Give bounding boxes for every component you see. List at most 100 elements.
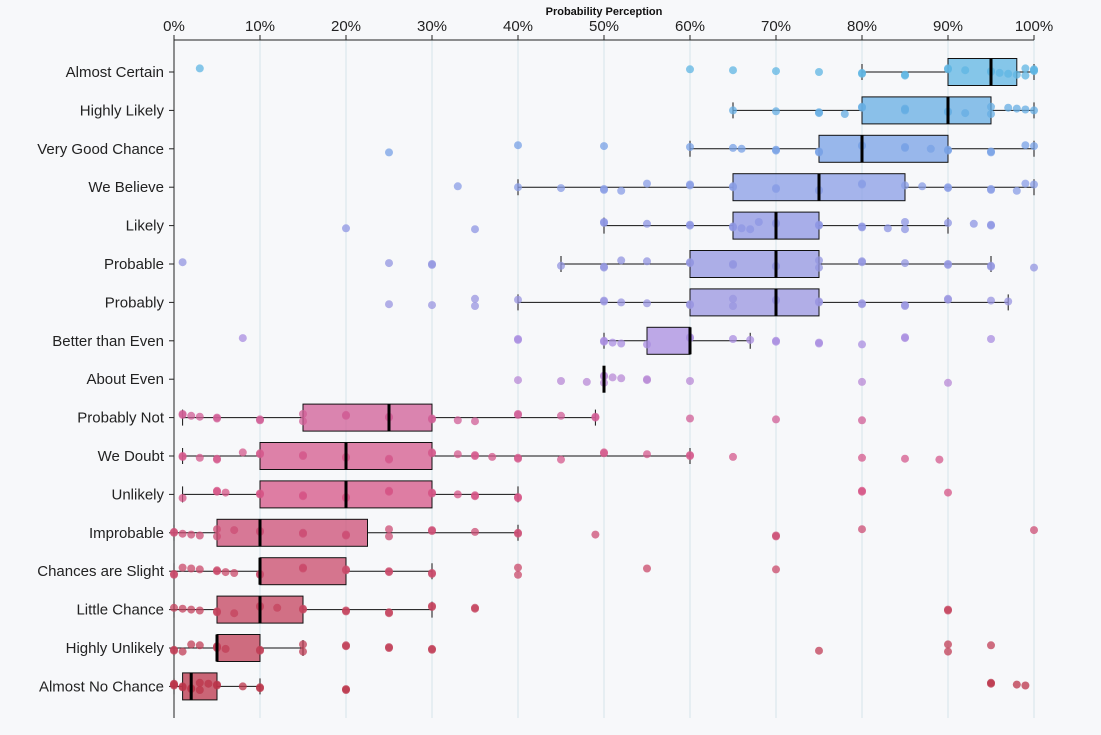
- data-point: [901, 106, 909, 115]
- data-points: [170, 64, 1038, 694]
- data-point: [600, 337, 608, 346]
- data-point: [729, 66, 737, 75]
- data-point: [858, 453, 866, 462]
- data-point: [686, 301, 694, 310]
- data-point: [195, 531, 204, 540]
- data-point: [1012, 70, 1021, 79]
- data-point: [557, 261, 565, 270]
- data-point: [944, 378, 952, 387]
- data-point: [213, 681, 221, 690]
- x-tick-label: 30%: [417, 18, 447, 35]
- x-tick-label: 100%: [1015, 18, 1053, 35]
- data-point: [883, 224, 892, 233]
- data-point: [1012, 680, 1021, 689]
- x-tick-label: 50%: [589, 18, 619, 35]
- category-label: Probably Not: [77, 410, 165, 427]
- data-point: [195, 606, 204, 615]
- data-point: [815, 646, 823, 655]
- data-point: [299, 640, 307, 649]
- data-point: [858, 300, 866, 309]
- data-point: [858, 487, 866, 496]
- data-point: [453, 490, 462, 499]
- data-point: [342, 607, 350, 616]
- data-point: [385, 300, 393, 309]
- data-point: [772, 67, 780, 76]
- data-point: [256, 646, 264, 655]
- data-point: [901, 259, 909, 268]
- data-point: [686, 259, 694, 268]
- category-label: Probable: [104, 256, 164, 273]
- data-point: [944, 295, 952, 304]
- data-point: [230, 569, 239, 577]
- data-point: [170, 681, 178, 690]
- data-point: [170, 646, 178, 655]
- data-point: [453, 450, 462, 459]
- data-point: [385, 455, 393, 464]
- x-tick-label: 80%: [847, 18, 877, 35]
- data-point: [187, 605, 196, 614]
- data-point: [514, 494, 522, 502]
- data-point: [858, 416, 866, 425]
- data-point: [221, 568, 230, 577]
- data-point: [617, 186, 626, 195]
- data-point: [617, 339, 626, 348]
- data-point: [557, 184, 565, 193]
- data-point: [944, 606, 952, 615]
- data-point: [737, 144, 746, 153]
- data-point: [729, 294, 737, 303]
- data-point: [187, 411, 196, 420]
- category-label: We Doubt: [98, 448, 165, 465]
- data-point: [600, 297, 608, 306]
- data-point: [772, 532, 780, 541]
- data-point: [1021, 141, 1030, 150]
- data-point: [273, 603, 282, 612]
- data-point: [935, 455, 944, 464]
- data-point: [858, 69, 866, 78]
- data-point: [471, 294, 479, 303]
- data-point: [471, 225, 479, 234]
- data-point: [729, 183, 737, 192]
- data-point: [178, 410, 187, 419]
- data-point: [514, 376, 522, 385]
- data-point: [961, 109, 970, 118]
- data-point: [170, 528, 178, 537]
- data-point: [729, 452, 737, 461]
- data-point: [178, 258, 187, 267]
- data-point: [428, 449, 436, 458]
- x-tick-label: 10%: [245, 18, 275, 35]
- data-point: [187, 564, 196, 573]
- data-point: [643, 340, 651, 349]
- data-point: [213, 414, 221, 423]
- data-point: [686, 377, 694, 385]
- category-label: Unlikely: [111, 486, 164, 503]
- data-point: [471, 302, 479, 310]
- data-point: [746, 335, 755, 344]
- data-point: [1030, 263, 1038, 272]
- data-point: [428, 301, 436, 310]
- data-point: [772, 565, 780, 574]
- data-point: [557, 377, 565, 385]
- data-point: [901, 225, 909, 234]
- data-point: [213, 608, 221, 617]
- data-point: [488, 452, 497, 461]
- data-point: [995, 68, 1004, 77]
- data-point: [772, 185, 780, 193]
- data-point: [987, 221, 995, 230]
- data-point: [342, 642, 350, 651]
- data-point: [230, 609, 239, 618]
- data-point: [858, 340, 866, 349]
- category-label: Little Chance: [76, 602, 164, 619]
- data-point: [256, 450, 264, 459]
- data-point: [858, 103, 866, 112]
- category-label: Highly Likely: [80, 102, 165, 119]
- data-point: [428, 645, 436, 654]
- data-point: [213, 455, 221, 464]
- chart-title: Probability Perception: [546, 6, 663, 18]
- data-point: [195, 64, 204, 73]
- data-point: [987, 335, 995, 343]
- data-point: [926, 144, 935, 153]
- data-point: [686, 452, 694, 460]
- data-point: [238, 334, 247, 343]
- data-point: [170, 603, 178, 612]
